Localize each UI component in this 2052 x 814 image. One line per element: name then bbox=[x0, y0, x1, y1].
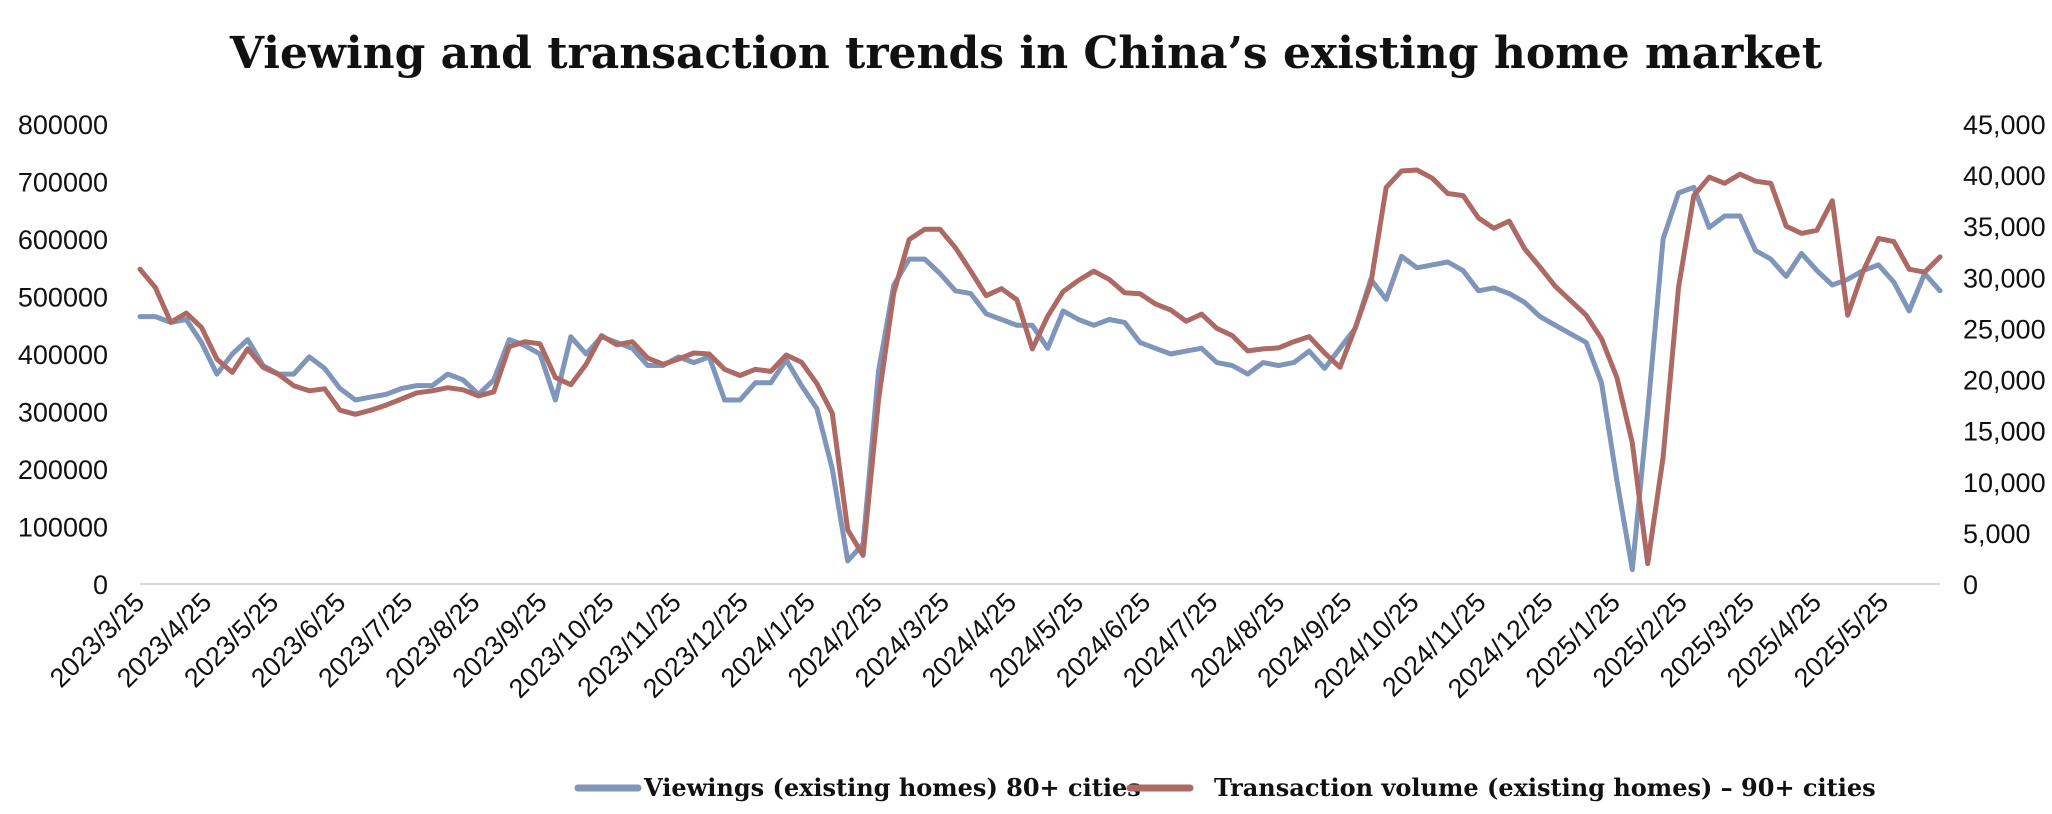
y-left-tick-label: 400000 bbox=[18, 340, 108, 370]
y-right-tick-label: 10,000 bbox=[1963, 468, 2046, 498]
y-left-tick-label: 500000 bbox=[18, 283, 108, 313]
y-right-tick-label: 35,000 bbox=[1963, 212, 2046, 242]
y-left-tick-label: 300000 bbox=[18, 398, 108, 428]
y-right-tick-label: 0 bbox=[1963, 570, 1978, 600]
y-left-tick-label: 200000 bbox=[18, 455, 108, 485]
y-right-tick-label: 25,000 bbox=[1963, 314, 2046, 344]
y-left-tick-label: 700000 bbox=[18, 168, 108, 198]
transaction-series-line bbox=[137, 167, 1943, 567]
y-right-tick-label: 15,000 bbox=[1963, 417, 2046, 447]
y-left-tick-label: 0 bbox=[93, 570, 108, 600]
y-right-tick-label: 30,000 bbox=[1963, 263, 2046, 293]
y-right-tick-label: 5,000 bbox=[1963, 519, 2031, 549]
y-right-tick-label: 45,000 bbox=[1963, 110, 2046, 140]
y-right-tick-label: 40,000 bbox=[1963, 161, 2046, 191]
y-left-tick-label: 100000 bbox=[18, 513, 108, 543]
y-left-tick-label: 600000 bbox=[18, 225, 108, 255]
legend-label-viewings: Viewings (existing homes) 80+ cities bbox=[643, 773, 1141, 802]
y-right-tick-label: 20,000 bbox=[1963, 366, 2046, 396]
y-left-tick-label: 800000 bbox=[18, 110, 108, 140]
chart-title: Viewing and transaction trends in China’… bbox=[229, 28, 1823, 79]
legend-label-transactions: Transaction volume (existing homes) – 90… bbox=[1214, 773, 1876, 802]
